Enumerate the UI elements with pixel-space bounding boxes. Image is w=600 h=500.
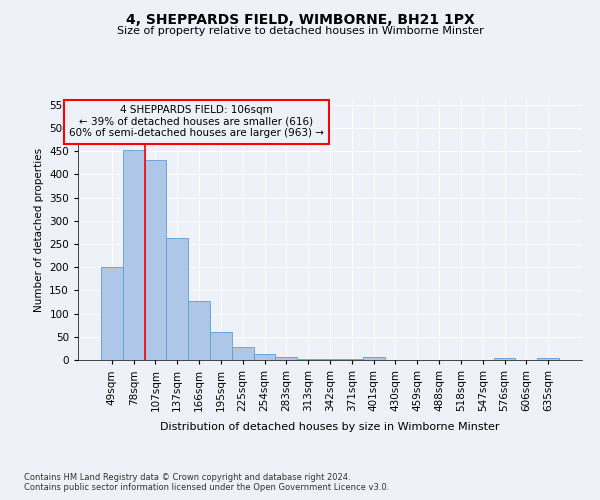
Bar: [188, 301, 210, 360]
Bar: [210, 332, 232, 360]
Text: 4 SHEPPARDS FIELD: 106sqm
← 39% of detached houses are smaller (616)
60% of semi: 4 SHEPPARDS FIELD: 106sqm ← 39% of detac…: [69, 105, 324, 138]
Text: Size of property relative to detached houses in Wimborne Minster: Size of property relative to detached ho…: [116, 26, 484, 36]
Bar: [123, 150, 145, 360]
Bar: [101, 267, 123, 360]
Y-axis label: Number of detached properties: Number of detached properties: [34, 148, 44, 312]
Bar: [275, 357, 297, 360]
Bar: [319, 359, 341, 360]
Bar: [341, 359, 363, 360]
Bar: [537, 358, 559, 360]
Bar: [363, 357, 385, 360]
Bar: [145, 160, 166, 360]
Text: Contains public sector information licensed under the Open Government Licence v3: Contains public sector information licen…: [24, 482, 389, 492]
Bar: [254, 354, 275, 360]
Bar: [166, 238, 188, 360]
Text: Contains HM Land Registry data © Crown copyright and database right 2024.: Contains HM Land Registry data © Crown c…: [24, 472, 350, 482]
Bar: [297, 359, 319, 360]
Bar: [232, 346, 254, 360]
Text: 4, SHEPPARDS FIELD, WIMBORNE, BH21 1PX: 4, SHEPPARDS FIELD, WIMBORNE, BH21 1PX: [125, 12, 475, 26]
Bar: [494, 358, 515, 360]
Text: Distribution of detached houses by size in Wimborne Minster: Distribution of detached houses by size …: [160, 422, 500, 432]
